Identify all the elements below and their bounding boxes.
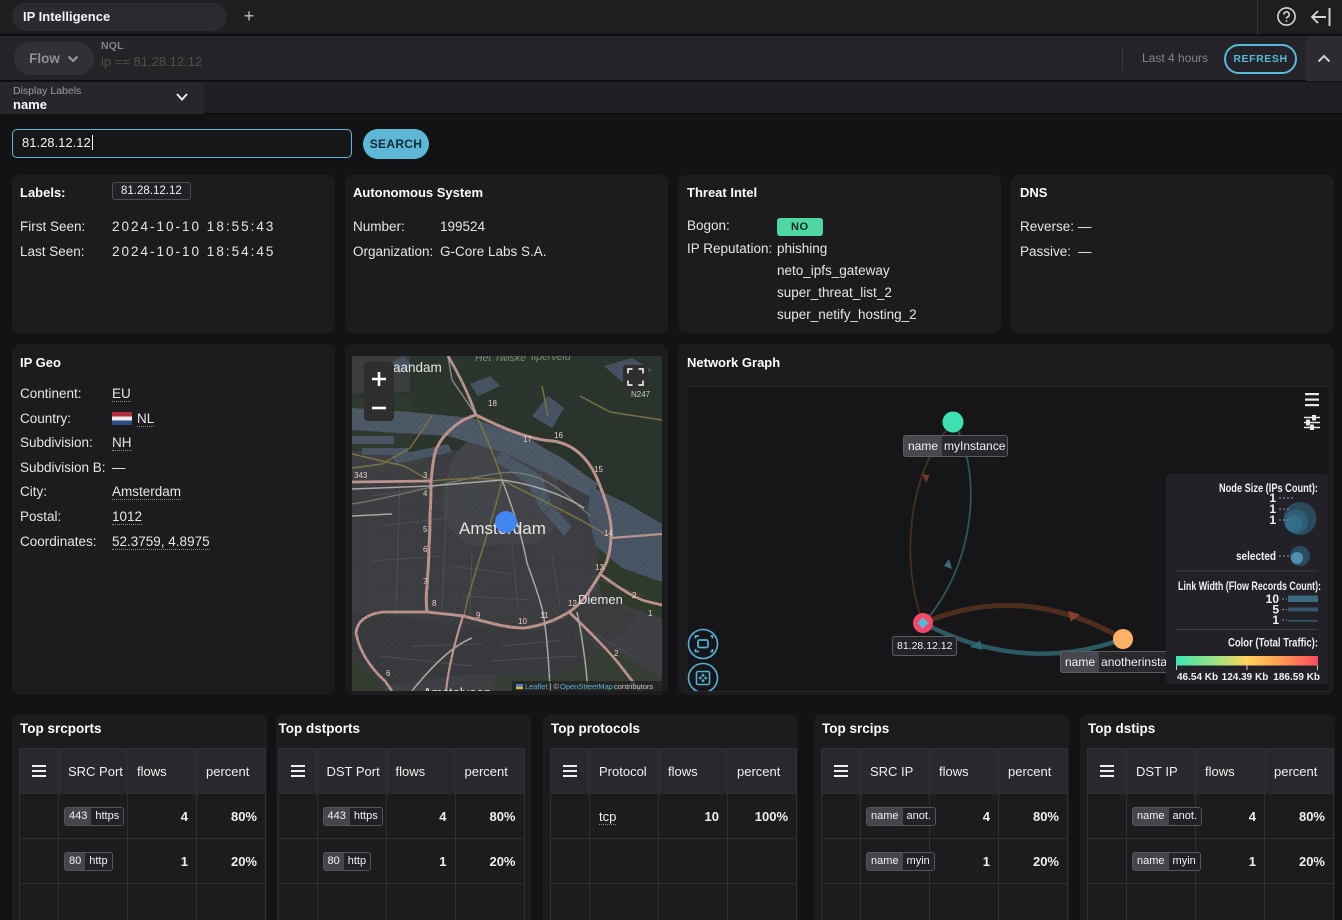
svg-text:186.59 Kb: 186.59 Kb xyxy=(1273,672,1320,683)
svg-text:8: 8 xyxy=(432,599,437,608)
svg-text:1: 1 xyxy=(1272,613,1279,627)
svg-text:17: 17 xyxy=(523,435,532,444)
svg-text:14: 14 xyxy=(604,529,613,538)
svg-text:5: 5 xyxy=(423,525,428,534)
svg-text:15: 15 xyxy=(594,465,603,474)
svg-text:2: 2 xyxy=(614,649,619,658)
svg-text:Color (Total Traffic):: Color (Total Traffic): xyxy=(1228,638,1318,650)
svg-text:Het Twiske: Het Twiske xyxy=(475,356,526,364)
svg-text:13: 13 xyxy=(595,563,604,572)
svg-text:10: 10 xyxy=(518,617,527,626)
svg-text:Leaflet: Leaflet xyxy=(525,682,548,691)
svg-text:N247: N247 xyxy=(631,390,651,399)
svg-text:1: 1 xyxy=(1269,491,1276,505)
svg-text:16: 16 xyxy=(554,431,563,440)
svg-text:| ©: | © xyxy=(550,682,560,691)
svg-text:Amstelveen: Amstelveen xyxy=(423,685,491,691)
svg-text:2: 2 xyxy=(632,591,637,600)
svg-text:3: 3 xyxy=(423,471,428,480)
svg-text:1: 1 xyxy=(1269,502,1276,516)
svg-text:1: 1 xyxy=(1269,513,1276,527)
svg-text:Link Width (Flow Records Count: Link Width (Flow Records Count): xyxy=(1178,581,1321,593)
svg-text:Diemen: Diemen xyxy=(578,592,623,607)
svg-text:4: 4 xyxy=(423,489,428,498)
svg-text:5: 5 xyxy=(1272,603,1279,617)
svg-text:aandam: aandam xyxy=(393,360,442,375)
svg-text:343: 343 xyxy=(354,471,368,480)
svg-text:11: 11 xyxy=(540,611,549,620)
svg-text:124.39 Kb: 124.39 Kb xyxy=(1222,672,1269,683)
svg-text:10: 10 xyxy=(1266,592,1280,606)
svg-text:Node Size (IPs Count):: Node Size (IPs Count): xyxy=(1219,483,1318,495)
svg-text:6: 6 xyxy=(423,545,428,554)
svg-text:12: 12 xyxy=(568,599,577,608)
svg-text:9: 9 xyxy=(476,611,481,620)
svg-text:contributors: contributors xyxy=(614,682,653,691)
svg-text:selected: selected xyxy=(1236,549,1276,563)
svg-text:OpenStreetMap: OpenStreetMap xyxy=(560,682,613,691)
svg-text:7: 7 xyxy=(423,577,428,586)
svg-text:1: 1 xyxy=(648,609,653,618)
svg-text:18: 18 xyxy=(488,399,497,408)
svg-text:Ilperveld: Ilperveld xyxy=(531,356,572,363)
svg-text:46.54 Kb: 46.54 Kb xyxy=(1177,672,1218,683)
svg-text:6: 6 xyxy=(386,669,391,678)
